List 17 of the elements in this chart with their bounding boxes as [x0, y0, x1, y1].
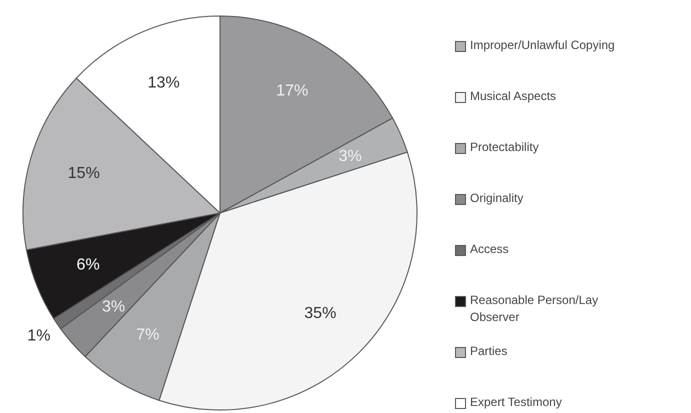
data-label: 15% [68, 164, 100, 182]
legend-label: Expert Testimony [470, 394, 563, 411]
legend-label: Parties [470, 343, 508, 360]
legend-label: Originality [470, 190, 524, 207]
data-label: 35% [304, 304, 336, 322]
data-label: 6% [76, 256, 100, 274]
legend-label: Reasonable Person/Lay Observer [470, 292, 600, 326]
legend-label: Protectability [470, 139, 540, 156]
data-label: 13% [148, 74, 180, 92]
data-label: 1% [27, 328, 50, 345]
legend-label: Improper/Unlawful Copying [470, 37, 616, 54]
data-label: 7% [136, 326, 160, 344]
legend-label: Musical Aspects [470, 88, 558, 105]
data-label: 3% [338, 148, 362, 166]
data-label: 3% [102, 298, 126, 316]
legend-label: Access [470, 241, 510, 258]
data-label: 17% [276, 82, 308, 100]
